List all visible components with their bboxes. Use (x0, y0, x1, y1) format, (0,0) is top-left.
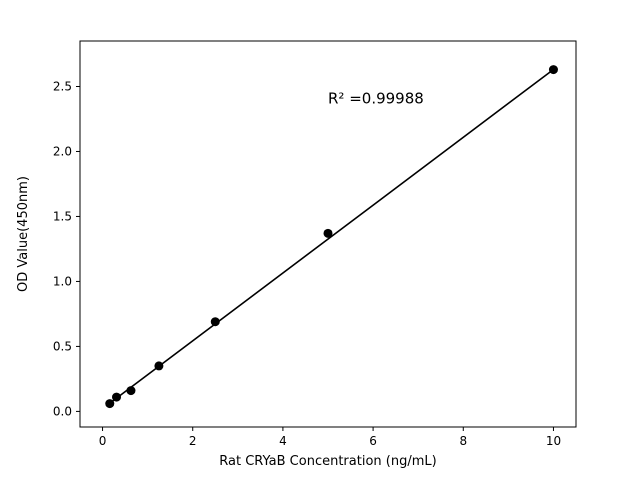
data-point (210, 317, 220, 327)
axes-box (79, 40, 577, 428)
y-axis: 0.0 0.5 1.0 1.5 2.0 2.5 (53, 79, 80, 418)
data-point (323, 228, 333, 238)
regression-line (108, 68, 555, 405)
y-tick-label: 1.0 (53, 274, 72, 288)
x-axis: 0 2 4 6 8 10 (99, 427, 561, 448)
x-tick-label: 6 (369, 434, 377, 448)
data-point (112, 392, 122, 402)
y-tick-label: 2.5 (53, 79, 72, 93)
y-tick-label: 1.5 (53, 209, 72, 223)
data-series (105, 65, 558, 409)
x-tick-label: 4 (279, 434, 287, 448)
x-axis-label: Rat CRYaB Concentration (ng/mL) (219, 454, 436, 469)
data-point (105, 399, 115, 409)
data-point (154, 361, 164, 371)
data-point (548, 65, 558, 75)
x-tick-label: 10 (546, 434, 561, 448)
x-tick-label: 8 (459, 434, 467, 448)
y-tick-label: 2.0 (53, 144, 72, 158)
x-tick-label: 2 (189, 434, 197, 448)
data-point (126, 386, 136, 396)
x-tick-label: 0 (99, 434, 107, 448)
y-tick-label: 0.0 (53, 404, 72, 418)
y-tick-label: 0.5 (53, 339, 72, 353)
r-squared-annotation: R² =0.99988 (328, 89, 424, 107)
y-axis-label: OD Value(450nm) (16, 176, 31, 292)
